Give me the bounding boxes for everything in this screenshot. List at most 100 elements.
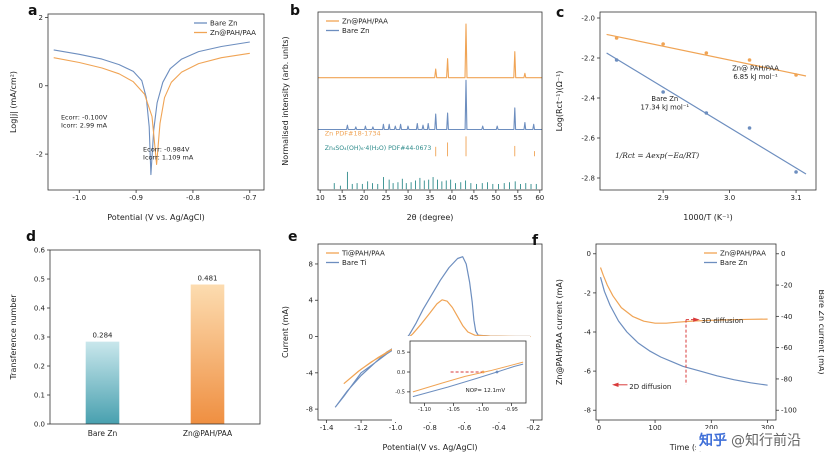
svg-text:35: 35 bbox=[426, 194, 435, 202]
svg-text:1/Rct = Aexp(−Ea/RT): 1/Rct = Aexp(−Ea/RT) bbox=[615, 151, 699, 160]
svg-text:25: 25 bbox=[382, 194, 391, 202]
svg-text:0.5: 0.5 bbox=[397, 350, 405, 356]
svg-text:Time (s): Time (s) bbox=[669, 443, 703, 452]
svg-text:0.3: 0.3 bbox=[34, 333, 45, 341]
svg-text:-4: -4 bbox=[584, 328, 592, 336]
svg-text:-40: -40 bbox=[781, 313, 792, 321]
panel-e-cv-curves: -1.4 -1.2 -1.0 -0.8 -0.6 -0.4 -0.2 -8 -4 0 4 8 Poten… bbox=[278, 232, 550, 458]
svg-text:Log|j| (mA/cm²): Log|j| (mA/cm²) bbox=[9, 71, 18, 133]
watermark-handle: @知行前沿 bbox=[731, 433, 801, 449]
chart-d-transference-bar-chart: 0.284 Bare Zn 0.481 Zn@PAH/PAA 0.0 0.1 0.2 0.3 0… bbox=[9, 246, 261, 438]
svg-text:-0.2: -0.2 bbox=[527, 424, 541, 432]
svg-text:Log(Rct⁻¹)(Ω⁻¹): Log(Rct⁻¹)(Ω⁻¹) bbox=[555, 71, 564, 132]
svg-text:0: 0 bbox=[39, 82, 43, 90]
svg-text:Current (mA): Current (mA) bbox=[281, 306, 290, 358]
svg-text:-8: -8 bbox=[306, 406, 313, 414]
svg-text:300: 300 bbox=[761, 424, 774, 432]
svg-text:55: 55 bbox=[513, 194, 522, 202]
svg-text:10: 10 bbox=[316, 194, 325, 202]
svg-text:0: 0 bbox=[309, 333, 313, 341]
chart-b-xrd-patterns: 10 15 20 25 30 35 40 45 50 55 60 2θ (degree) Normali… bbox=[281, 11, 544, 222]
panel-label-e: e bbox=[288, 229, 298, 245]
svg-text:-1.2: -1.2 bbox=[354, 424, 368, 432]
svg-text:Ti@PAH/PAA: Ti@PAH/PAA bbox=[341, 249, 385, 257]
svg-text:30: 30 bbox=[404, 194, 413, 202]
svg-text:0.1: 0.1 bbox=[34, 391, 45, 399]
svg-text:Bare Zn: Bare Zn bbox=[210, 19, 238, 27]
svg-text:0.0: 0.0 bbox=[34, 420, 45, 428]
svg-text:0: 0 bbox=[587, 250, 591, 258]
svg-text:-2.0: -2.0 bbox=[581, 14, 595, 22]
svg-text:-0.4: -0.4 bbox=[492, 424, 506, 432]
panel-a-tafel-plot: -1.0 -0.9 -0.8 -0.7 -2 0 2 Potential (V vs. Ag/… bbox=[6, 2, 274, 228]
svg-text:3D diffusion: 3D diffusion bbox=[701, 317, 743, 325]
chart-e-inset-container: -1.10 -1.05 -1.00 -0.95 -0.5 0.0 0.5 NOP= 12.1m… bbox=[392, 336, 530, 422]
svg-text:-6: -6 bbox=[584, 368, 592, 376]
svg-text:0.5: 0.5 bbox=[34, 275, 45, 283]
chart-f-chronoamperometry: 0 100 200 3000-2-4-6-80-20-40-60-80-100Time… bbox=[555, 243, 826, 452]
svg-text:2θ (degree): 2θ (degree) bbox=[407, 213, 454, 222]
svg-text:Zn PDF#18-1734: Zn PDF#18-1734 bbox=[325, 130, 381, 138]
svg-text:Potential (V vs. Ag/AgCl): Potential (V vs. Ag/AgCl) bbox=[107, 213, 204, 222]
svg-text:-0.95: -0.95 bbox=[505, 407, 518, 413]
svg-text:Potential(V vs. Ag/AgCl): Potential(V vs. Ag/AgCl) bbox=[383, 443, 478, 452]
svg-text:60: 60 bbox=[535, 194, 544, 202]
panel-label-c: c bbox=[556, 5, 565, 21]
svg-text:Zn@PAH/PAA: Zn@PAH/PAA bbox=[183, 429, 233, 438]
svg-text:-2: -2 bbox=[36, 151, 43, 159]
panel-label-f: f bbox=[532, 233, 539, 249]
svg-text:0.481: 0.481 bbox=[197, 275, 217, 283]
panel-label-b: b bbox=[290, 3, 301, 19]
watermark: 知乎 @知行前沿 bbox=[696, 429, 804, 451]
panel-f-chronoamperometry: 0 100 200 300 0 -2 -4 -6 -8 0 -20 -40 -60 -80 -100 Time… bbox=[552, 232, 826, 458]
svg-text:Zn₄SO₄(OH)₆·4(H₂O) PDF#44-0673: Zn₄SO₄(OH)₆·4(H₂O) PDF#44-0673 bbox=[325, 145, 432, 152]
svg-text:15: 15 bbox=[338, 194, 347, 202]
panel-label-a: a bbox=[28, 3, 38, 19]
svg-text:0.2: 0.2 bbox=[34, 362, 45, 370]
svg-text:2.9: 2.9 bbox=[658, 194, 669, 202]
svg-text:-1.00: -1.00 bbox=[476, 407, 489, 413]
svg-text:-1.05: -1.05 bbox=[447, 407, 460, 413]
svg-text:200: 200 bbox=[705, 424, 718, 432]
svg-text:NOP= 12.1mV: NOP= 12.1mV bbox=[466, 388, 506, 394]
svg-text:-0.6: -0.6 bbox=[458, 424, 472, 432]
svg-text:3.1: 3.1 bbox=[790, 194, 801, 202]
svg-text:20: 20 bbox=[360, 194, 369, 202]
svg-text:50: 50 bbox=[491, 194, 500, 202]
svg-text:2D diffusion: 2D diffusion bbox=[629, 383, 671, 391]
panel-b-xrd-patterns: 10 15 20 25 30 35 40 45 50 55 60 2θ (degree) Normali… bbox=[278, 2, 550, 228]
svg-text:-4: -4 bbox=[306, 369, 314, 377]
panel-c-arrhenius-plot: 2.9 3.0 3.1 -2.0 -2.2 -2.4 -2.6 -2.8 1000/T (K⁻¹… bbox=[552, 2, 824, 228]
svg-text:3.0: 3.0 bbox=[724, 194, 735, 202]
svg-text:40: 40 bbox=[447, 194, 456, 202]
svg-text:Transference number: Transference number bbox=[9, 294, 18, 381]
svg-text:Bare Zn: Bare Zn bbox=[720, 259, 748, 267]
zhihu-logo-text: 知乎 bbox=[699, 433, 727, 449]
svg-text:Bare Zn: Bare Zn bbox=[88, 429, 118, 438]
svg-text:-60: -60 bbox=[781, 344, 792, 352]
svg-text:0: 0 bbox=[597, 424, 601, 432]
svg-text:-2.2: -2.2 bbox=[581, 54, 595, 62]
svg-text:Zn@PAH/PAA: Zn@PAH/PAA bbox=[720, 249, 766, 257]
svg-text:0: 0 bbox=[781, 250, 785, 258]
svg-text:-0.8: -0.8 bbox=[423, 424, 437, 432]
panel-label-d: d bbox=[26, 229, 37, 245]
svg-text:0.284: 0.284 bbox=[92, 332, 113, 340]
svg-text:-0.7: -0.7 bbox=[243, 194, 257, 202]
svg-text:-1.0: -1.0 bbox=[72, 194, 86, 202]
svg-text:-80: -80 bbox=[781, 375, 792, 383]
svg-text:0.0: 0.0 bbox=[397, 370, 405, 376]
svg-text:-100: -100 bbox=[781, 407, 797, 415]
svg-text:-0.8: -0.8 bbox=[186, 194, 200, 202]
svg-text:2: 2 bbox=[39, 14, 43, 22]
svg-text:-20: -20 bbox=[781, 282, 792, 290]
svg-text:Bare Zn current (mA): Bare Zn current (mA) bbox=[817, 290, 824, 375]
svg-text:-1.4: -1.4 bbox=[320, 424, 334, 432]
svg-text:Zn@PAH/PAA: Zn@PAH/PAA bbox=[342, 17, 388, 25]
svg-text:-2.8: -2.8 bbox=[581, 174, 595, 182]
